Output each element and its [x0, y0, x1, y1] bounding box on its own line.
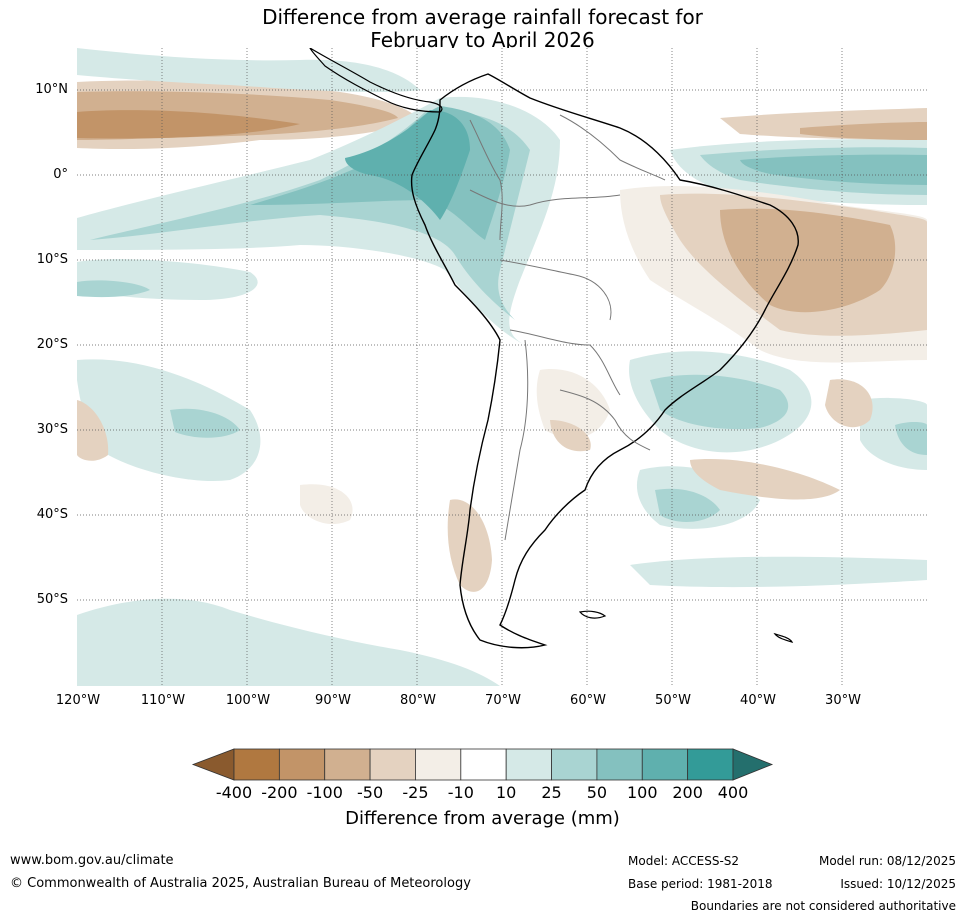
wet-south-pacific-inner: [170, 408, 240, 438]
lon-label-90w: 90°W: [315, 693, 351, 708]
dry-patagonia-pacific: [447, 499, 492, 592]
central-america-coastline: [309, 48, 443, 113]
falkland-islands: [578, 610, 607, 619]
colorbar-cell: [596, 748, 643, 781]
wet-north-caribbean: [77, 48, 420, 93]
wet-south-atlantic-east: [860, 397, 927, 470]
dry-south-pacific-west: [77, 400, 109, 461]
lon-label-100w: 100°W: [225, 693, 271, 708]
model-run-date: Model run: 08/12/2025: [818, 854, 956, 868]
wet-band-atlantic-core: [740, 154, 927, 185]
colorbar-cell: [551, 748, 598, 781]
boundary-disclaimer: Boundaries are not considered authoritat…: [690, 899, 956, 913]
colorbar-tick-label: -25: [402, 783, 429, 802]
lon-label-80w: 80°W: [400, 693, 436, 708]
dry-band-atlantic-north-inner: [800, 122, 927, 140]
colorbar-tick-label: -100: [306, 783, 343, 802]
colorbar-extend-high: [732, 748, 774, 781]
colorbar-tick-label: -200: [261, 783, 298, 802]
dry-south-atlantic-east: [825, 379, 873, 428]
model-name: Model: ACCESS-S2: [628, 854, 740, 868]
country-borders: [469, 114, 666, 541]
lat-label-40s: 40°S: [36, 507, 68, 522]
dry-argentina-inner: [550, 420, 591, 452]
wet-south-atlantic-inner: [655, 488, 720, 522]
dry-band-pacific-inner: [77, 110, 300, 139]
base-period: Base period: 1981-2018: [628, 877, 773, 891]
lat-label-20s: 20°S: [36, 337, 68, 352]
dry-brazil-inner: [720, 208, 896, 313]
wet-patagonia-east: [630, 556, 927, 588]
colorbar-tick-label: -50: [357, 783, 384, 802]
graticule: [77, 48, 927, 686]
colorbar-tick-label: 10: [495, 783, 517, 802]
lon-label-120w: 120°W: [55, 693, 101, 708]
colorbar-cell: [324, 748, 371, 781]
wet-band-core: [345, 110, 470, 220]
lon-label-30w: 30°W: [825, 693, 861, 708]
lon-label-60w: 60°W: [570, 693, 606, 708]
wet-south-pacific-bottom: [77, 598, 500, 686]
wet-south-pacific-top-inner: [77, 280, 150, 298]
south-georgia: [773, 632, 794, 643]
colorbar-cell: [641, 748, 689, 781]
colorbar-cell: [505, 748, 552, 781]
issued-date: Issued: 10/12/2025: [840, 877, 956, 891]
lat-label-0: 0°: [53, 167, 68, 182]
colorbar-tick-label: 50: [586, 783, 608, 802]
colorbar-tick-label: 25: [541, 783, 562, 802]
colorbar-tick-label: -400: [215, 783, 253, 802]
colorbar-label: Difference from average (mm): [345, 808, 620, 829]
lon-label-70w: 70°W: [485, 693, 521, 708]
lat-label-50s: 50°S: [36, 592, 68, 607]
colorbar-cell: [460, 748, 507, 781]
colorbar-tick-label: 200: [672, 783, 703, 802]
lon-label-40w: 40°W: [740, 693, 776, 708]
website-link[interactable]: www.bom.gov.au/climate: [10, 853, 174, 868]
wet-south-atlantic-east-inner: [895, 421, 927, 455]
colorbar-tick-label: -10: [447, 783, 474, 802]
colorbar-tick-label: 100: [626, 783, 658, 802]
lat-label-10n: 10°N: [35, 82, 68, 97]
colorbar-tick-label: 400: [717, 783, 749, 802]
colorbar-cell: [278, 748, 326, 781]
lat-label-10s: 10°S: [36, 252, 68, 267]
lat-label-30s: 30°S: [36, 422, 68, 437]
wet-se-brazil-inner: [650, 374, 789, 430]
lon-label-110w: 110°W: [140, 693, 186, 708]
copyright-text: © Commonwealth of Australia 2025, Austra…: [10, 876, 471, 891]
dry-south-atlantic-band: [690, 459, 840, 500]
title-line-1: Difference from average rainfall forecas…: [262, 5, 703, 29]
colorbar-cell: [369, 748, 416, 781]
dry-patagonia-pacific-light: [300, 484, 353, 525]
colorbar-cell: [687, 748, 734, 781]
colorbar-cell: [233, 748, 280, 781]
south-america-coastline: [410, 73, 799, 649]
lon-label-50w: 50°W: [655, 693, 691, 708]
colorbar-cell: [415, 748, 462, 781]
colorbar-extend-low: [191, 748, 235, 781]
wet-south-pacific-band: [77, 359, 261, 481]
